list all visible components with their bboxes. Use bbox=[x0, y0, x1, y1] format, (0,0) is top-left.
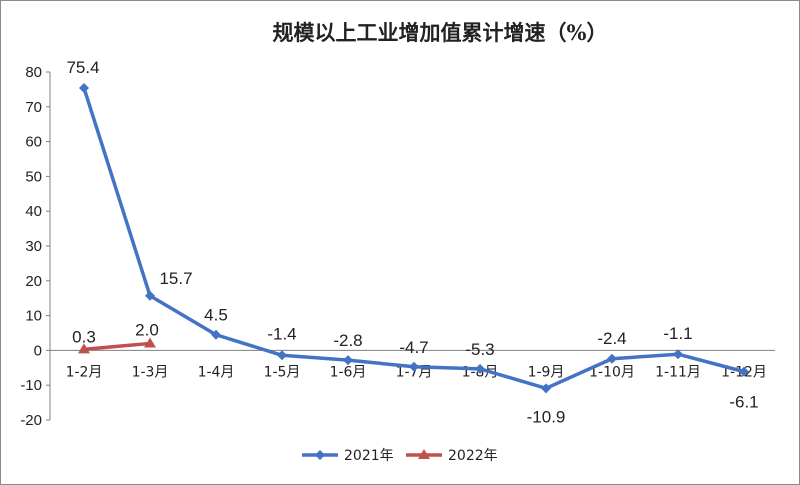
legend[interactable]: 2021年 2022年 bbox=[302, 448, 498, 464]
y-tick-label: 0 bbox=[34, 342, 42, 359]
data-point[interactable] bbox=[475, 363, 485, 374]
data-label: -2.8 bbox=[333, 331, 362, 350]
y-tick-label: 70 bbox=[25, 99, 42, 116]
x-tick-label: 1-9月 bbox=[528, 364, 565, 380]
y-tick-label: 10 bbox=[25, 308, 42, 325]
data-point[interactable] bbox=[343, 355, 353, 366]
y-tick-label: 30 bbox=[25, 238, 42, 255]
x-tick-label: 1-4月 bbox=[198, 364, 235, 380]
series-2 bbox=[78, 337, 156, 354]
data-point[interactable] bbox=[315, 450, 325, 460]
y-tick-label: 50 bbox=[25, 168, 42, 185]
data-point[interactable] bbox=[418, 449, 430, 459]
x-tick-label: 1-11月 bbox=[655, 364, 701, 380]
data-point[interactable] bbox=[144, 337, 156, 348]
y-tick-label: 60 bbox=[25, 134, 42, 151]
data-point[interactable] bbox=[79, 83, 89, 94]
legend-item-2[interactable]: 2022年 bbox=[406, 448, 498, 464]
data-point[interactable] bbox=[277, 350, 287, 361]
data-point[interactable] bbox=[409, 361, 419, 372]
legend-label: 2021年 bbox=[344, 448, 394, 464]
data-label: -4.7 bbox=[399, 338, 428, 357]
x-axis: 1-2月1-3月1-4月1-5月1-6月1-7月1-8月1-9月1-10月1-1… bbox=[50, 349, 775, 380]
x-tick-label: 1-3月 bbox=[132, 364, 169, 380]
data-labels: 75.4 15.7 4.5 -1.4 -2.8 -4.7 -5.3 -10.9 -2.4 -1.1… bbox=[66, 58, 758, 426]
data-label: 4.5 bbox=[204, 306, 228, 325]
data-point[interactable] bbox=[673, 349, 683, 360]
data-point[interactable] bbox=[211, 329, 221, 340]
y-tick-label: 40 bbox=[25, 203, 42, 220]
y-tick-label: 80 bbox=[25, 64, 42, 81]
data-label: 2.0 bbox=[135, 320, 159, 339]
data-point[interactable] bbox=[541, 383, 551, 394]
data-point[interactable] bbox=[739, 366, 749, 377]
x-tick-label: 1-5月 bbox=[264, 364, 301, 380]
x-tick-label: 1-10月 bbox=[589, 364, 635, 380]
legend-label: 2022年 bbox=[448, 448, 498, 464]
y-axis: 80 70 60 50 40 30 20 10 0 -10 -20 bbox=[20, 64, 51, 429]
chart-title: 规模以上工业增加值累计增速（%） bbox=[273, 20, 608, 45]
data-label: 15.7 bbox=[159, 269, 192, 288]
series-layer bbox=[78, 83, 749, 394]
data-label: 75.4 bbox=[66, 58, 99, 77]
data-point[interactable] bbox=[78, 343, 90, 354]
legend-item-1[interactable]: 2021年 bbox=[302, 448, 394, 464]
y-tick-label: -20 bbox=[20, 412, 42, 429]
data-label: -2.4 bbox=[597, 329, 626, 348]
data-label: -5.3 bbox=[465, 340, 494, 359]
series-1 bbox=[79, 83, 749, 394]
series-line[interactable] bbox=[83, 341, 151, 352]
data-point[interactable] bbox=[607, 353, 617, 364]
data-label: -1.1 bbox=[663, 324, 692, 343]
y-tick-label: 20 bbox=[25, 273, 42, 290]
x-tick-label: 1-6月 bbox=[330, 364, 367, 380]
data-point[interactable] bbox=[145, 290, 155, 301]
data-label: -6.1 bbox=[729, 393, 758, 412]
y-tick-label: -10 bbox=[20, 377, 42, 394]
x-tick-label: 1-2月 bbox=[66, 364, 103, 380]
data-label: -1.4 bbox=[267, 324, 296, 343]
data-label: -10.9 bbox=[527, 407, 566, 426]
data-label: 0.3 bbox=[72, 327, 96, 346]
